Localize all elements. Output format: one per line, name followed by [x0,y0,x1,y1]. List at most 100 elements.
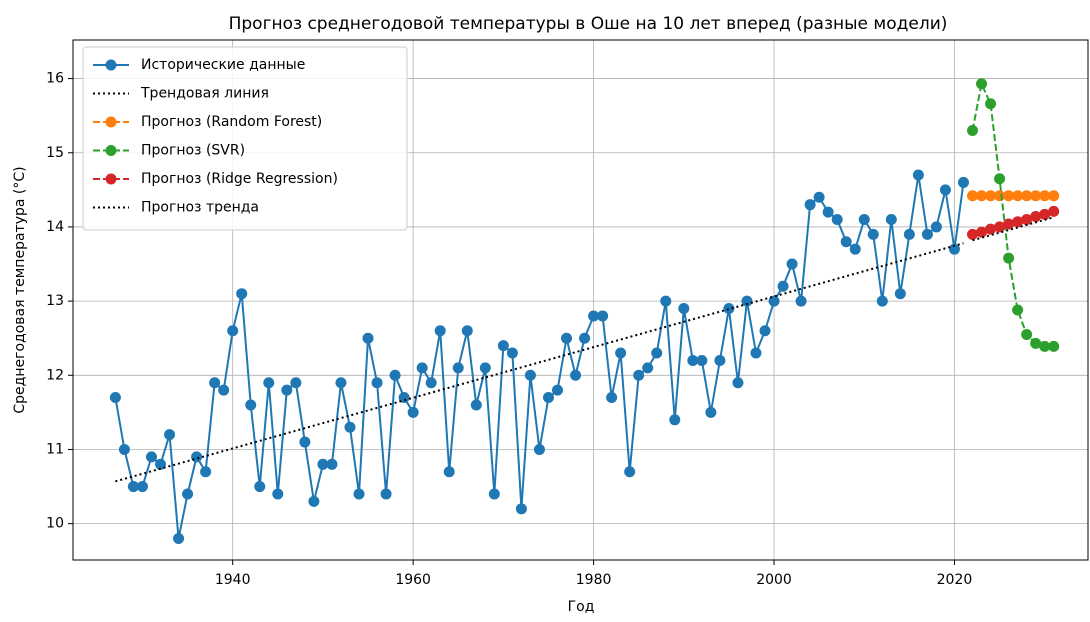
data-point [858,214,870,226]
data-point [362,332,374,344]
data-point [380,488,392,500]
data-point [867,228,879,240]
x-tick-label: 1940 [215,572,251,588]
data-point [912,169,924,181]
data-point [795,295,807,307]
data-point [705,406,717,418]
x-tick-label: 1980 [576,572,612,588]
data-point [542,392,554,404]
data-point [263,377,275,389]
legend-box [82,46,408,231]
y-tick-label: 14 [46,219,64,235]
data-point [967,124,979,136]
x-axis-label: Год [568,599,595,615]
data-point [615,347,627,359]
data-point [290,377,302,389]
legend-label: Трендовая линия [140,86,269,102]
data-point [335,377,347,389]
data-point [822,206,834,218]
y-axis-label: Среднегодовая температура (°C) [12,166,28,413]
legend-label: Прогноз (Ridge Regression) [141,171,338,187]
data-point [245,399,257,411]
data-point [976,226,988,238]
data-point [930,221,942,233]
data-point [353,488,365,500]
data-point [272,488,284,500]
data-point [209,377,221,389]
y-tick-label: 16 [46,71,64,87]
data-point [876,295,888,307]
data-point [1030,211,1042,223]
series-line [972,216,1054,242]
data-point [985,223,997,235]
data-point [1012,190,1024,202]
chart-title: Прогноз среднегодовой температуры в Оше … [229,14,948,34]
data-point [660,295,672,307]
data-point [994,221,1006,233]
data-point [164,429,176,441]
data-point [118,443,130,455]
data-point [443,466,455,478]
legend-label: Прогноз тренда [141,200,259,216]
legend-label: Прогноз (SVR) [141,143,245,159]
data-point [561,332,573,344]
data-point [624,466,636,478]
data-point [551,384,563,396]
data-point [967,190,979,202]
data-point [1039,208,1051,220]
data-point [741,295,753,307]
data-point [948,243,960,255]
data-point [479,362,491,374]
data-point [254,481,266,493]
data-point [398,392,410,404]
data-point [957,176,969,188]
y-tick-label: 11 [46,441,64,457]
data-point [173,532,185,544]
data-point [1021,190,1033,202]
data-point [371,377,383,389]
data-point [976,78,988,90]
data-point [903,228,915,240]
data-point [732,377,744,389]
y-tick-label: 13 [46,293,64,309]
x-tick-label: 2000 [756,572,792,588]
data-point [813,191,825,203]
data-point [1021,328,1033,340]
data-point [1003,190,1015,202]
data-point [127,481,139,493]
data-point [687,354,699,366]
data-point [750,347,762,359]
data-point [506,347,518,359]
data-point [714,354,726,366]
data-point [633,369,645,381]
data-point [570,369,582,381]
data-point [976,190,988,202]
data-point [768,295,780,307]
data-point [777,280,789,292]
y-tick-label: 10 [46,516,64,532]
data-point [1003,252,1015,264]
data-point [1039,190,1051,202]
data-point [1030,190,1042,202]
data-point [218,384,230,396]
series-line [115,242,964,483]
data-point [849,243,861,255]
legend-label: Прогноз (Random Forest) [141,114,322,130]
data-point [831,214,843,226]
data-point [136,481,148,493]
y-tick-label: 15 [46,145,64,161]
data-point [588,310,600,322]
data-point [1048,340,1060,352]
data-point [985,98,997,110]
data-point [1030,337,1042,349]
data-point [488,488,500,500]
plot-frame [72,39,1089,561]
data-point [669,414,681,426]
data-point [227,325,239,337]
data-point [840,236,852,248]
data-point [281,384,293,396]
data-point [1048,190,1060,202]
y-tick-label: 12 [46,367,64,383]
data-point [308,495,320,507]
data-point [1048,205,1060,217]
